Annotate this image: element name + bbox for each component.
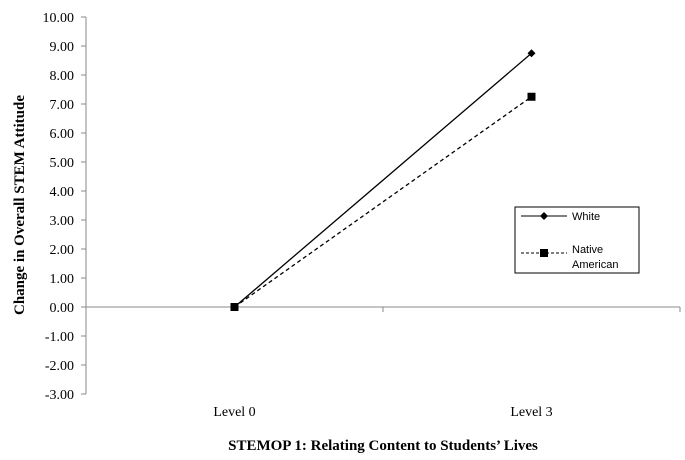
data-point-native-american — [230, 303, 239, 311]
series-line-white — [234, 52, 532, 308]
x-tick-label: Level 3 — [510, 405, 552, 420]
legend-label-native-american-2: American — [572, 259, 618, 271]
y-tick-label: 1.00 — [50, 272, 75, 287]
y-tick-label: 6.00 — [50, 127, 75, 142]
legend-box — [514, 206, 640, 274]
y-tick-label: -3.00 — [45, 388, 74, 403]
data-point-white — [527, 49, 536, 58]
y-tick-label: 3.00 — [50, 214, 75, 229]
y-tick-group: -3.00 -2.00 -1.00 0.00 1.00 2.00 3.00 4.00 5.00 6… — [43, 11, 86, 403]
y-tick-label: 8.00 — [50, 69, 75, 84]
y-tick-label: 9.00 — [50, 40, 75, 55]
y-tick-label: 0.00 — [50, 301, 75, 316]
y-tick-label: 2.00 — [50, 243, 75, 258]
y-tick-label: -2.00 — [45, 359, 74, 374]
legend-label-white: White — [572, 211, 600, 223]
y-tick-label: 7.00 — [50, 98, 75, 113]
legend-marker-native-american — [540, 249, 548, 257]
legend-label-native-american-1: Native — [572, 244, 603, 256]
legend-marker-white — [540, 212, 548, 220]
legend: White Native American — [514, 206, 640, 274]
data-point-native-american — [527, 92, 536, 101]
x-tick-group: Level 0 Level 3 — [85, 307, 681, 420]
x-axis-title: STEMOP 1: Relating Content to Students’ … — [228, 438, 538, 454]
y-tick-label: 4.00 — [50, 185, 75, 200]
x-tick-label: Level 0 — [213, 405, 255, 420]
y-tick-label: -1.00 — [45, 330, 74, 345]
series-line-native-american — [234, 96, 532, 308]
y-axis-title: Change in Overall STEM Attitude — [12, 95, 28, 315]
series-group — [230, 49, 536, 311]
plot-frame-group — [85, 17, 680, 394]
y-tick-label: 10.00 — [43, 11, 75, 26]
y-tick-label: 5.00 — [50, 156, 75, 171]
